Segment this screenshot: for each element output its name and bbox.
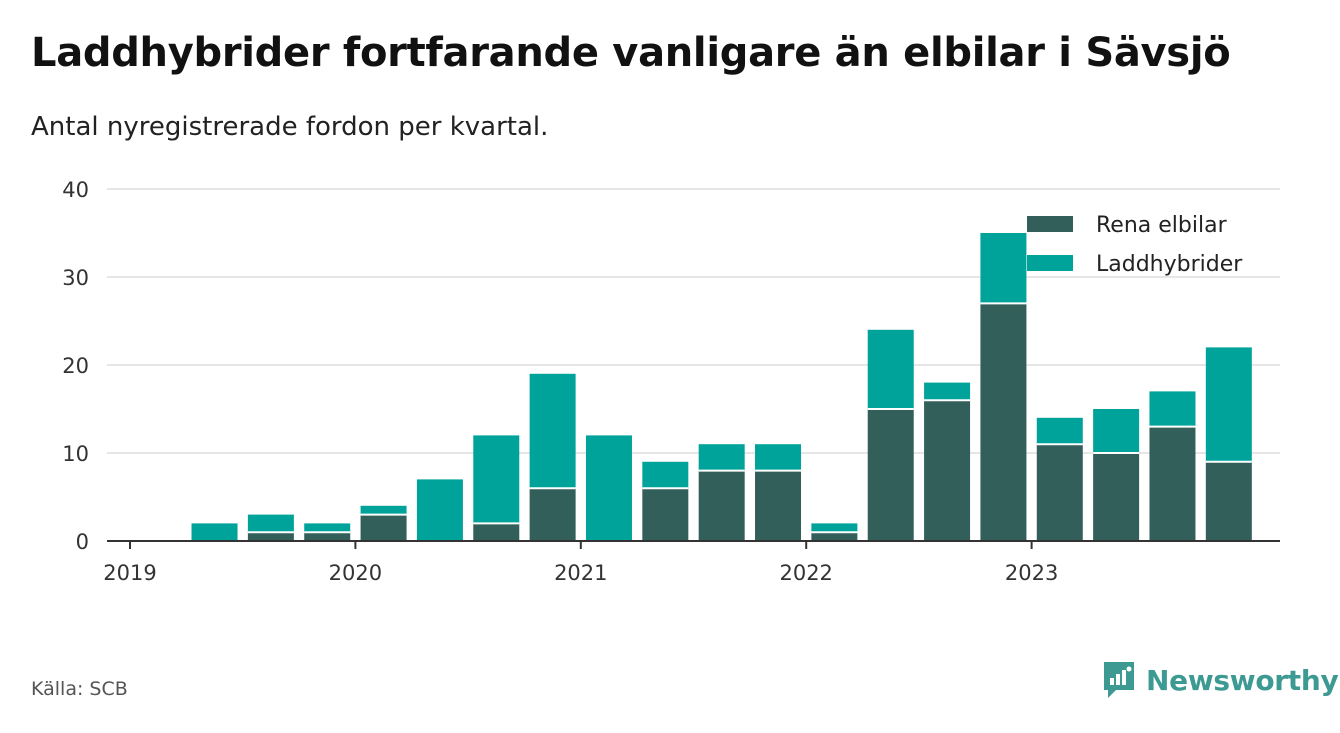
y-tick-label: 20	[62, 354, 89, 378]
legend-label-rena-elbilar: Rena elbilar	[1096, 213, 1228, 238]
bar-rena-elbilar	[304, 532, 351, 541]
bar-rena-elbilar	[529, 488, 576, 541]
chart-subtitle: Antal nyregistrerade fordon per kvartal.	[31, 112, 549, 142]
brand-logo[interactable]: Newsworthy	[1102, 660, 1339, 700]
y-tick-label: 10	[62, 442, 89, 466]
legend-swatch-rena-elbilar	[1027, 216, 1073, 232]
bar-laddhybrider	[698, 444, 745, 471]
newsworthy-logo-icon	[1104, 662, 1134, 698]
axes: 0 10 20 30 40 2019 2020 2021 2022 2023	[62, 178, 1280, 585]
y-tick-label: 40	[62, 178, 89, 202]
bar-rena-elbilar	[247, 532, 294, 541]
bar-laddhybrider	[360, 505, 407, 515]
bar-laddhybrider	[1036, 417, 1083, 445]
x-tick-label: 2020	[329, 561, 382, 585]
bar-laddhybrider	[416, 479, 463, 541]
y-tick-label: 0	[76, 530, 89, 554]
y-tick-label: 30	[62, 266, 89, 290]
bar-laddhybrider	[642, 461, 689, 489]
bar-laddhybrider	[304, 523, 351, 533]
bar-laddhybrider	[811, 523, 858, 533]
source-note: Källa: SCB	[31, 678, 128, 700]
bar-laddhybrider	[1093, 409, 1140, 453]
chart-title: Laddhybrider fortfarande vanligare än el…	[31, 30, 1231, 76]
bar-laddhybrider	[529, 373, 576, 489]
bar-rena-elbilar	[867, 409, 914, 541]
brand-name: Newsworthy	[1146, 663, 1339, 697]
bar-rena-elbilar	[1149, 426, 1196, 541]
legend-swatch-laddhybrider	[1027, 255, 1073, 271]
bar-rena-elbilar	[755, 470, 802, 541]
bar-rena-elbilar	[698, 470, 745, 541]
bar-laddhybrider	[1205, 347, 1252, 462]
gridlines	[107, 188, 1280, 454]
bar-laddhybrider	[1149, 391, 1196, 427]
bar-rena-elbilar	[811, 532, 858, 541]
bar-rena-elbilar	[1093, 453, 1140, 541]
bar-laddhybrider	[191, 523, 238, 541]
bar-laddhybrider	[867, 329, 914, 409]
bar-rena-elbilar	[360, 514, 407, 541]
x-tick-label: 2022	[779, 561, 832, 585]
bar-laddhybrider	[247, 514, 294, 533]
x-tick-label: 2019	[103, 561, 156, 585]
bar-rena-elbilar	[473, 523, 520, 541]
bar-laddhybrider	[924, 382, 971, 401]
stacked-bar-chart: 0 10 20 30 40 2019 2020 2021 2022 2023 Rena elbil…	[62, 178, 1280, 585]
bars	[191, 233, 1252, 541]
bar-rena-elbilar	[924, 400, 971, 541]
bar-rena-elbilar	[1205, 461, 1252, 541]
bar-rena-elbilar	[980, 303, 1027, 541]
bar-rena-elbilar	[642, 488, 689, 541]
x-tick-label: 2023	[1005, 561, 1058, 585]
legend: Rena elbilar Laddhybrider	[1027, 213, 1243, 277]
bar-laddhybrider	[585, 435, 632, 541]
bar-laddhybrider	[473, 435, 520, 524]
bar-rena-elbilar	[1036, 444, 1083, 541]
bar-laddhybrider	[980, 233, 1027, 304]
x-tick-label: 2021	[554, 561, 607, 585]
bar-laddhybrider	[755, 444, 802, 471]
legend-label-laddhybrider: Laddhybrider	[1096, 252, 1243, 277]
